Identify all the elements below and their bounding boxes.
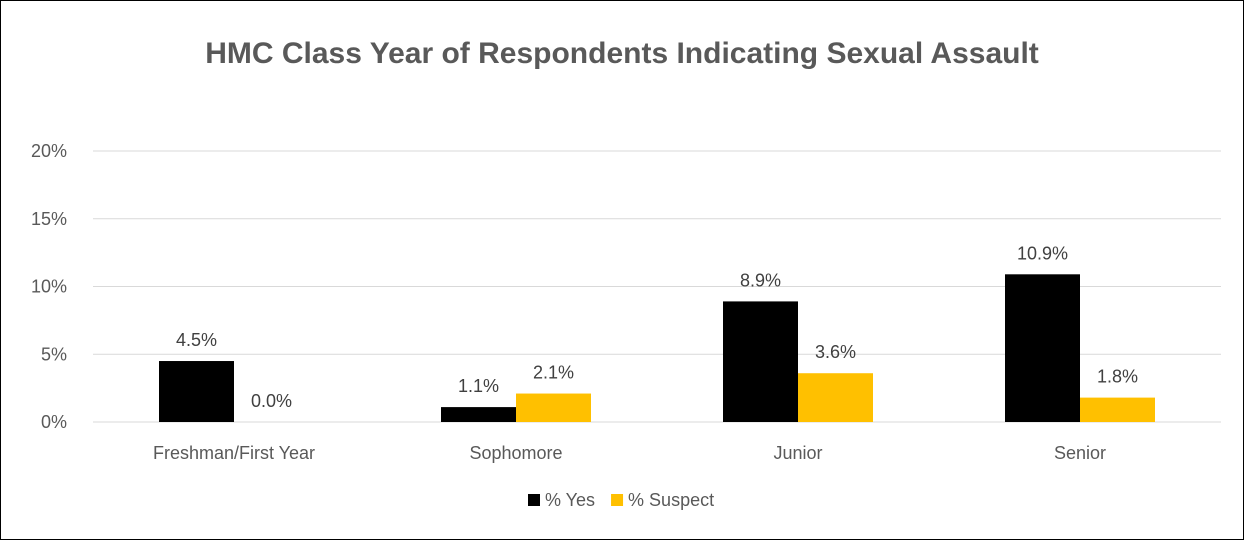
y-tick-label: 10%	[31, 277, 67, 297]
bar-suspect	[516, 393, 591, 422]
legend: % Yes % Suspect	[528, 490, 714, 510]
bar-yes	[441, 407, 516, 422]
data-label: 10.9%	[1017, 243, 1068, 263]
y-tick-label: 5%	[41, 344, 67, 364]
x-axis-category-labels: Freshman/First Year Sophomore Junior Senior	[153, 443, 1106, 463]
data-label: 1.8%	[1097, 367, 1138, 387]
y-axis-tick-labels: 0% 5% 10% 15% 20%	[31, 141, 67, 432]
data-label: 0.0%	[251, 391, 292, 411]
category-label: Sophomore	[469, 443, 562, 463]
y-tick-label: 15%	[31, 209, 67, 229]
bar-suspect	[1080, 397, 1155, 422]
legend-swatch	[528, 494, 540, 506]
y-tick-label: 0%	[41, 412, 67, 432]
bars	[159, 274, 1155, 422]
data-label: 3.6%	[815, 342, 856, 362]
category-label: Freshman/First Year	[153, 443, 315, 463]
legend-swatch	[611, 494, 624, 506]
bar-yes	[159, 361, 234, 422]
data-label: 4.5%	[176, 330, 217, 350]
category-label: Senior	[1054, 443, 1106, 463]
category-label: Junior	[773, 443, 822, 463]
bar-yes	[1005, 274, 1080, 422]
data-label: 1.1%	[458, 376, 499, 396]
y-tick-label: 20%	[31, 141, 67, 161]
data-label: 8.9%	[740, 270, 781, 290]
bar-yes	[723, 301, 798, 422]
data-label: 2.1%	[533, 363, 574, 383]
legend-label: % Yes	[545, 490, 595, 510]
legend-label: % Suspect	[628, 490, 714, 510]
chart-title: HMC Class Year of Respondents Indicating…	[205, 37, 1039, 70]
bar-suspect	[798, 373, 873, 422]
data-labels: 4.5% 0.0% 1.1% 2.1% 8.9% 3.6% 10.9% 1.8%	[176, 243, 1138, 411]
